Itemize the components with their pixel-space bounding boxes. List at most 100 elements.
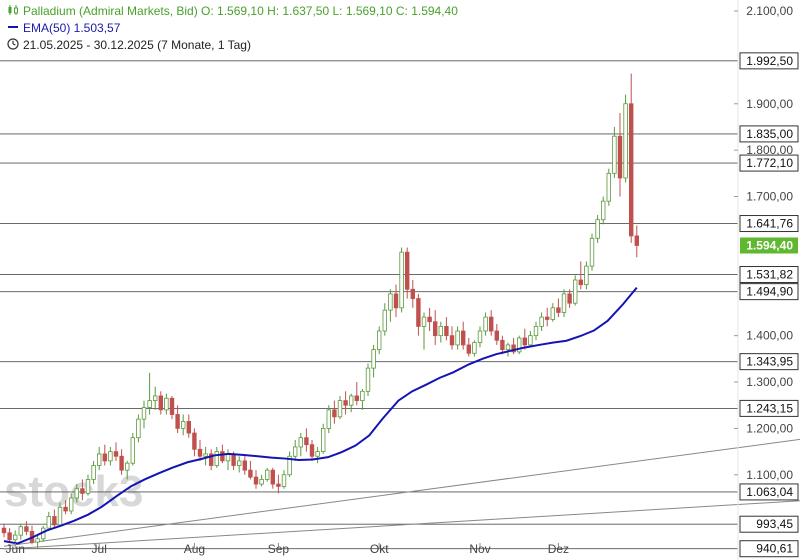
candle[interactable] (236, 456, 242, 473)
candle[interactable] (315, 446, 320, 464)
candle[interactable] (113, 442, 119, 461)
candle[interactable] (304, 428, 309, 452)
candle[interactable] (108, 446, 113, 466)
candle[interactable] (141, 400, 147, 429)
candle[interactable] (175, 405, 180, 434)
candle[interactable] (584, 261, 589, 290)
candle[interactable] (393, 284, 399, 318)
trend-line[interactable] (3, 392, 800, 550)
candle[interactable] (46, 511, 51, 531)
candle[interactable] (556, 298, 561, 318)
candle[interactable] (399, 247, 404, 313)
candle[interactable] (253, 470, 259, 489)
candle[interactable] (382, 303, 387, 336)
candle[interactable] (360, 388, 365, 410)
candle[interactable] (180, 414, 186, 436)
candle[interactable] (192, 428, 197, 457)
candle[interactable] (410, 280, 415, 308)
candle[interactable] (466, 337, 471, 357)
candle[interactable] (550, 303, 555, 322)
candle[interactable] (52, 509, 57, 529)
candle[interactable] (74, 484, 79, 503)
last-price-badge[interactable] (740, 237, 798, 254)
candle[interactable] (488, 310, 494, 336)
candle[interactable] (169, 395, 175, 420)
candle[interactable] (511, 337, 516, 355)
candle[interactable] (337, 395, 343, 420)
candle[interactable] (208, 449, 214, 471)
candle[interactable] (186, 414, 191, 438)
candle[interactable] (298, 433, 303, 457)
candle[interactable] (629, 73, 634, 243)
candle[interactable] (561, 289, 567, 318)
candle[interactable] (522, 328, 527, 350)
candle[interactable] (270, 467, 275, 489)
candle[interactable] (606, 168, 611, 206)
candle[interactable] (119, 449, 124, 475)
candle[interactable] (281, 470, 287, 489)
candle[interactable] (309, 440, 315, 461)
candle[interactable] (214, 446, 219, 468)
candle[interactable] (24, 521, 29, 536)
candle[interactable] (69, 493, 74, 515)
candle[interactable] (242, 456, 247, 475)
trend-line[interactable] (3, 225, 800, 547)
candle[interactable] (354, 382, 359, 406)
candle[interactable] (57, 502, 63, 527)
candle[interactable] (203, 446, 208, 466)
candle[interactable] (35, 535, 40, 549)
candle[interactable] (287, 451, 292, 478)
candle[interactable] (343, 391, 348, 415)
candle[interactable] (18, 523, 23, 540)
candle[interactable] (421, 312, 427, 350)
candle[interactable] (326, 405, 331, 434)
candle[interactable] (91, 460, 96, 485)
ema50-line[interactable] (3, 286, 638, 545)
candle[interactable] (80, 479, 85, 501)
candle[interactable] (225, 449, 231, 471)
candle[interactable] (601, 196, 606, 225)
candle[interactable] (97, 446, 102, 471)
candle[interactable] (376, 326, 382, 355)
level-badge[interactable] (739, 125, 799, 143)
candle[interactable] (248, 460, 253, 480)
candle[interactable] (500, 335, 505, 355)
candle[interactable] (292, 440, 298, 461)
candle[interactable] (130, 433, 135, 466)
candle[interactable] (455, 326, 460, 350)
candle[interactable] (432, 310, 438, 345)
candle[interactable] (259, 474, 264, 487)
candle[interactable] (29, 525, 35, 545)
candle[interactable] (371, 344, 376, 378)
candle[interactable] (152, 386, 158, 410)
level-badge[interactable] (739, 215, 799, 233)
candle[interactable] (348, 393, 354, 413)
level-badge[interactable] (739, 483, 799, 501)
candle[interactable] (528, 331, 533, 348)
candle[interactable] (460, 321, 466, 350)
candle[interactable] (63, 500, 68, 515)
candle[interactable] (164, 393, 169, 415)
candle[interactable] (578, 261, 583, 290)
candle[interactable] (85, 474, 91, 496)
candle[interactable] (197, 440, 203, 461)
candle[interactable] (158, 391, 163, 415)
candle[interactable] (427, 307, 432, 332)
level-badge[interactable] (739, 154, 799, 172)
candle[interactable] (494, 324, 499, 345)
candle[interactable] (332, 400, 337, 424)
candle[interactable] (612, 126, 617, 178)
level-badge[interactable] (739, 266, 799, 284)
candle[interactable] (623, 94, 628, 183)
candle[interactable] (147, 372, 152, 415)
candle[interactable] (125, 460, 130, 480)
candle[interactable] (573, 275, 578, 306)
level-badge[interactable] (739, 540, 799, 558)
candle[interactable] (595, 215, 600, 243)
candle[interactable] (617, 113, 623, 197)
candle[interactable] (416, 293, 421, 336)
candle[interactable] (505, 342, 511, 357)
candle[interactable] (388, 289, 393, 322)
